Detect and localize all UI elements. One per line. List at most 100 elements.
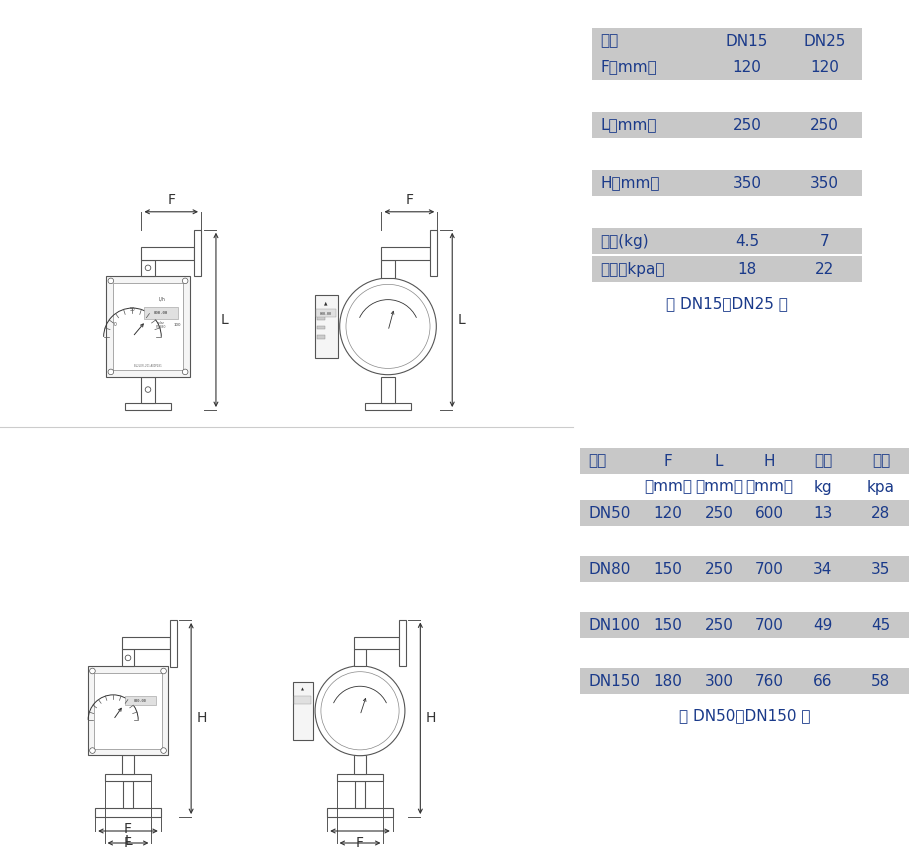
Text: kg: kg: [814, 479, 833, 495]
Circle shape: [125, 655, 131, 661]
Text: 250: 250: [704, 562, 734, 577]
Circle shape: [346, 285, 430, 368]
Circle shape: [108, 278, 114, 284]
Text: 口径: 口径: [600, 34, 618, 48]
Bar: [592, 228, 862, 254]
Text: （mm）: （mm）: [695, 479, 743, 495]
Bar: [142, 246, 194, 259]
Text: （mm）: （mm）: [745, 479, 793, 495]
Text: 350: 350: [810, 175, 839, 191]
Text: 350: 350: [733, 175, 762, 191]
Bar: [382, 377, 395, 402]
Text: 压损: 压损: [872, 453, 890, 468]
Bar: [592, 256, 862, 282]
Text: 压损（kpa）: 压损（kpa）: [600, 262, 664, 276]
Text: 35: 35: [872, 562, 891, 577]
Text: 7: 7: [820, 234, 829, 248]
Text: 50: 50: [130, 307, 135, 312]
Text: 760: 760: [754, 673, 784, 689]
Text: 120: 120: [733, 59, 762, 75]
Text: ▲: ▲: [325, 301, 328, 306]
Text: DN150: DN150: [588, 673, 640, 689]
Text: DN100: DN100: [588, 617, 640, 633]
Text: ▲: ▲: [302, 687, 305, 691]
Circle shape: [340, 278, 436, 374]
Text: L: L: [221, 313, 229, 327]
Text: 150: 150: [654, 617, 683, 633]
Bar: [315, 295, 338, 358]
Circle shape: [161, 748, 166, 753]
Text: L（mm）: L（mm）: [600, 118, 656, 132]
Bar: [124, 782, 133, 808]
Text: 100: 100: [174, 324, 182, 328]
Text: 180: 180: [654, 673, 683, 689]
Text: volar: volar: [157, 321, 165, 325]
Bar: [95, 808, 161, 817]
Bar: [293, 682, 314, 739]
Text: 口径: 口径: [588, 453, 606, 468]
Bar: [125, 695, 156, 706]
Text: L: L: [457, 313, 465, 327]
Text: 600: 600: [754, 506, 784, 521]
Bar: [327, 808, 393, 817]
Text: 150: 150: [654, 562, 683, 577]
Text: 49: 49: [814, 617, 833, 633]
Bar: [580, 556, 909, 582]
Text: 000.00: 000.00: [154, 312, 168, 315]
Bar: [592, 112, 862, 138]
Circle shape: [145, 387, 151, 392]
Text: 120: 120: [654, 506, 683, 521]
Bar: [336, 774, 384, 782]
Text: F: F: [664, 453, 673, 468]
Bar: [295, 696, 312, 704]
Bar: [88, 667, 168, 756]
Text: L: L: [125, 834, 132, 847]
Bar: [122, 637, 170, 650]
Text: 250: 250: [704, 506, 734, 521]
Bar: [317, 317, 325, 320]
Text: 300: 300: [704, 673, 734, 689]
Text: 000.00: 000.00: [135, 699, 147, 702]
Text: 13: 13: [814, 506, 833, 521]
Circle shape: [90, 668, 95, 674]
Text: H: H: [764, 453, 774, 468]
Circle shape: [183, 278, 188, 284]
Circle shape: [321, 672, 399, 750]
Bar: [580, 500, 909, 526]
Bar: [125, 402, 171, 410]
Text: （mm）: （mm）: [644, 479, 692, 495]
Text: 18: 18: [737, 262, 756, 276]
Text: F: F: [356, 836, 364, 847]
Text: 250: 250: [704, 617, 734, 633]
Text: F: F: [405, 193, 414, 207]
Circle shape: [183, 369, 188, 374]
Bar: [382, 259, 395, 278]
Text: L/h: L/h: [159, 296, 165, 302]
Text: 250: 250: [810, 118, 839, 132]
Text: 58: 58: [872, 673, 891, 689]
Bar: [399, 619, 406, 667]
Bar: [365, 402, 411, 410]
Bar: [317, 335, 325, 339]
Bar: [170, 620, 177, 667]
Bar: [106, 276, 190, 377]
Bar: [592, 54, 862, 80]
Text: DN15: DN15: [725, 34, 768, 48]
Bar: [592, 170, 862, 196]
Text: kpa: kpa: [867, 479, 895, 495]
Text: 22: 22: [814, 262, 834, 276]
Text: 4.5: 4.5: [735, 234, 759, 248]
Text: H（mm）: H（mm）: [600, 175, 660, 191]
Text: 000.00: 000.00: [320, 312, 332, 316]
Text: 重量(kg): 重量(kg): [600, 234, 649, 248]
Text: 重量: 重量: [814, 453, 832, 468]
Text: H: H: [196, 711, 206, 726]
Text: 700: 700: [754, 617, 784, 633]
Text: DN50: DN50: [588, 506, 630, 521]
Text: （ DN15～DN25 ）: （ DN15～DN25 ）: [666, 296, 788, 312]
Text: 120: 120: [810, 59, 839, 75]
Circle shape: [145, 265, 151, 271]
Text: 0: 0: [115, 323, 117, 328]
Bar: [122, 756, 135, 774]
Bar: [142, 259, 155, 276]
